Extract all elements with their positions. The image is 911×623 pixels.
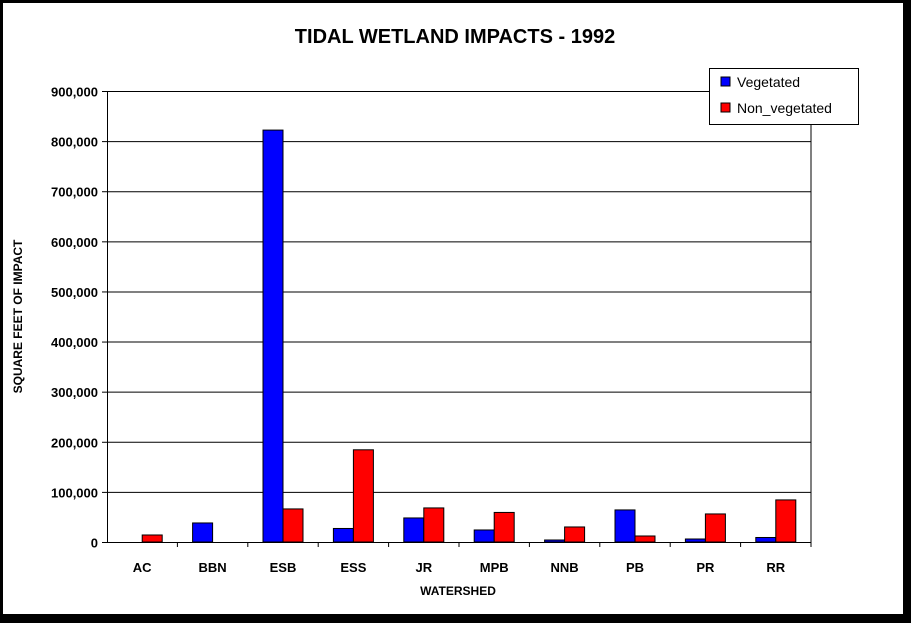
x-tick-label: ESS [340,560,366,575]
legend-label: Vegetated [737,74,800,90]
bar-non-vegetated-ac [141,534,163,543]
y-tick-label: 0 [91,536,98,551]
legend-swatch [720,76,731,87]
bar-vegetated-pb [614,509,636,543]
y-tick-label: 400,000 [51,335,98,350]
x-tick-label: BBN [199,560,227,575]
legend-swatch [720,102,731,113]
bar-layer [141,129,797,543]
bar-vegetated-jr [403,517,425,543]
grid-layer [107,91,812,542]
y-tick-label: 800,000 [51,135,98,150]
bar-vegetated-bbn [192,522,214,543]
bar-vegetated-rr [755,536,777,543]
bar-non-vegetated-mpb [493,511,515,543]
bar-non-vegetated-esb [282,508,304,543]
y-tick-label: 700,000 [51,185,98,200]
bar-vegetated-ess [332,527,354,543]
x-tick-label: ESB [270,560,297,575]
x-tick-label: AC [133,560,152,575]
y-tick-label: 300,000 [51,385,98,400]
bar-non-vegetated-nnb [564,526,586,543]
bar-vegetated-mpb [473,529,495,543]
bar-non-vegetated-ess [352,449,374,543]
y-axis-title: SQUARE FEET OF IMPACT [11,239,25,393]
chart: TIDAL WETLAND IMPACTS - 1992 SQUARE FEET… [11,26,859,598]
legend: Vegetated Non_vegetated [709,68,859,125]
bar-non-vegetated-pb [634,535,656,543]
x-tick-label: NNB [551,560,579,575]
x-axis-title: WATERSHED [420,584,496,598]
y-tick-label: 200,000 [51,435,98,450]
bar-non-vegetated-jr [423,507,445,543]
x-tick-label: MPB [480,560,509,575]
bar-non-vegetated-pr [704,513,726,543]
y-tick-label: 500,000 [51,285,98,300]
legend-box [709,68,859,125]
y-tick-label: 100,000 [51,485,98,500]
bar-vegetated-esb [262,129,284,543]
y-tick-label: 900,000 [51,85,98,100]
axis-layer: 0 100,000 200,000 300,000 400,000 500,000 600,… [51,85,812,575]
chart-title: TIDAL WETLAND IMPACTS - 1992 [295,26,615,48]
x-tick-label: RR [766,560,785,575]
bar-vegetated-nnb [544,539,566,543]
legend-label: Non_vegetated [737,100,832,116]
x-tick-label: JR [415,560,432,575]
chart-frame: TIDAL WETLAND IMPACTS - 1992 SQUARE FEET… [3,3,903,614]
y-tick-label: 600,000 [51,235,98,250]
x-tick-label: PB [626,560,644,575]
bar-vegetated-pr [684,538,706,543]
bar-non-vegetated-rr [775,499,797,543]
x-tick-label: PR [696,560,715,575]
